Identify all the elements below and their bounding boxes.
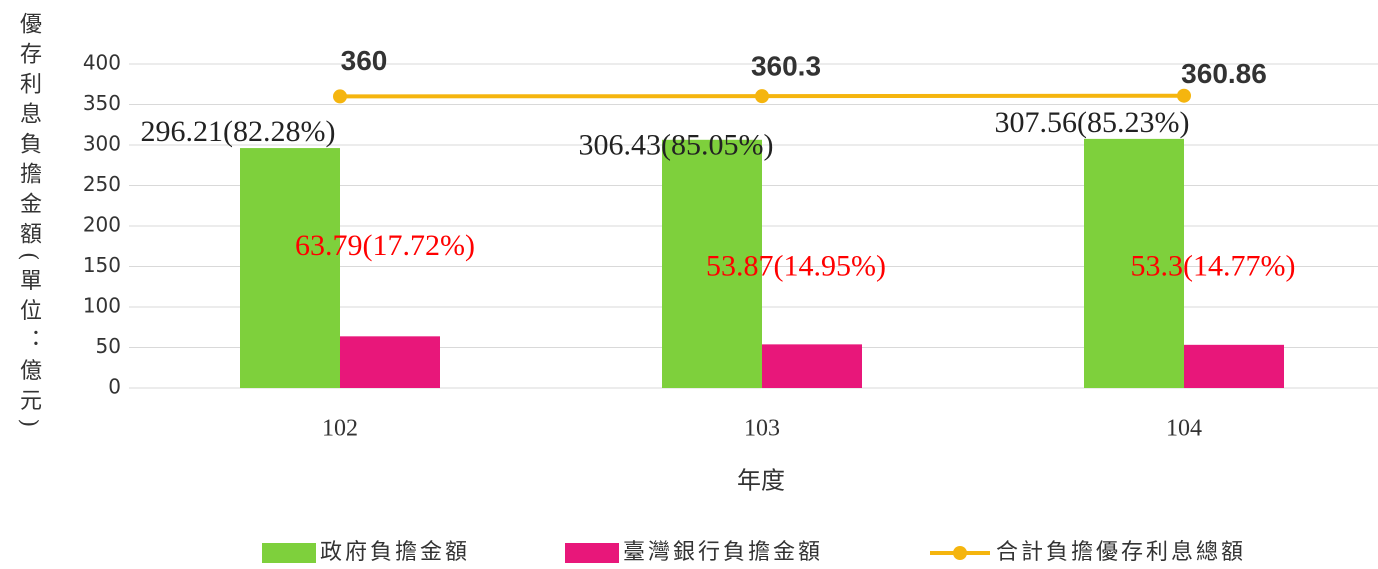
line-point bbox=[333, 89, 347, 104]
bar bbox=[240, 148, 340, 388]
legend-swatch bbox=[953, 546, 967, 560]
bar bbox=[1184, 344, 1284, 388]
x-tick-label: 104 bbox=[1166, 416, 1202, 442]
bar bbox=[340, 336, 440, 388]
x-axis-label: 年度 bbox=[737, 468, 785, 495]
y-axis-label: 優存利息負擔金額(單位：億元) bbox=[16, 12, 42, 435]
y-tick-label: 150 bbox=[83, 253, 121, 277]
data-label: 63.79(17.72%) bbox=[295, 229, 475, 262]
data-label: 360 bbox=[341, 45, 388, 76]
y-tick-label: 0 bbox=[108, 375, 121, 399]
bar bbox=[762, 344, 862, 388]
data-label: 360.3 bbox=[751, 51, 821, 82]
y-tick-label: 100 bbox=[83, 294, 121, 318]
line-point bbox=[755, 89, 769, 104]
x-tick-label: 103 bbox=[744, 416, 780, 442]
y-tick-label: 300 bbox=[83, 132, 121, 156]
data-label: 296.21(82.28%) bbox=[141, 115, 336, 148]
legend-label: 合計負擔優存利息總額 bbox=[996, 540, 1246, 565]
legend-label: 臺灣銀行負擔金額 bbox=[623, 540, 823, 565]
bar bbox=[1084, 138, 1184, 388]
line-point bbox=[1177, 88, 1191, 103]
y-tick-label: 250 bbox=[83, 172, 121, 196]
data-label: 306.43(85.05%) bbox=[579, 129, 774, 162]
legend-swatch bbox=[565, 543, 619, 563]
y-tick-label: 350 bbox=[83, 91, 121, 115]
bar bbox=[662, 139, 762, 388]
data-label: 307.56(85.23%) bbox=[995, 106, 1190, 139]
data-label: 360.86 bbox=[1181, 58, 1267, 89]
legend-swatch bbox=[262, 543, 316, 563]
legend-label: 政府負擔金額 bbox=[320, 540, 470, 565]
data-label: 53.3(14.77%) bbox=[1131, 250, 1296, 283]
data-label: 53.87(14.95%) bbox=[706, 249, 886, 282]
y-tick-label: 200 bbox=[83, 213, 121, 237]
y-tick-label: 400 bbox=[83, 51, 121, 75]
x-tick-label: 102 bbox=[322, 416, 358, 442]
y-tick-label: 50 bbox=[96, 334, 121, 358]
